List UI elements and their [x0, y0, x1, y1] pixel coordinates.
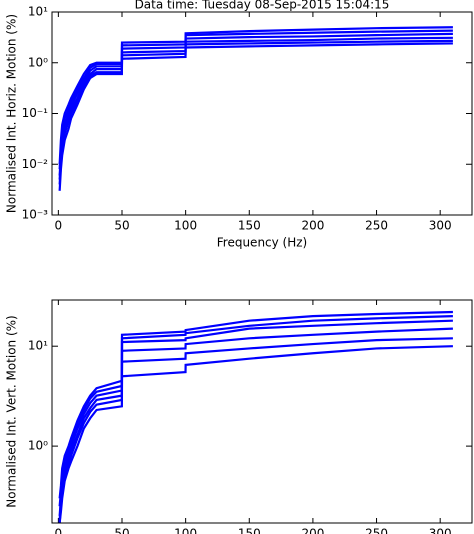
chart-title: Data time: Tuesday 08-Sep-2015 15:04:15	[135, 0, 390, 12]
y-tick-label: 10⁰	[28, 439, 48, 453]
series-line	[58, 319, 453, 517]
x-tick-label: 200	[301, 219, 324, 233]
y-axis-label: Normalised Int. Vert. Motion (%)	[5, 315, 19, 508]
plot-frame	[51, 11, 473, 216]
series-line	[58, 337, 453, 523]
x-tick-label: 150	[238, 219, 261, 233]
x-tick-label: 50	[114, 219, 129, 233]
y-tick-label: 10⁻²	[22, 157, 49, 171]
y-tick-label: 10⁰	[28, 55, 48, 69]
series-line	[58, 39, 453, 185]
y-tick-label: 10¹	[28, 5, 48, 19]
series-line	[58, 26, 453, 165]
series-line	[58, 42, 453, 191]
x-tick-label: 200	[301, 527, 324, 534]
x-tick-label: 100	[174, 219, 197, 233]
x-tick-label: 0	[55, 527, 63, 534]
plot-frame	[51, 299, 473, 524]
x-tick-label: 150	[238, 527, 261, 534]
series-line	[58, 315, 453, 507]
x-tick-label: 100	[174, 527, 197, 534]
x-tick-label: 0	[55, 219, 63, 233]
x-axis-label: Frequency (Hz)	[217, 236, 308, 250]
y-tick-label: 10⁻¹	[22, 106, 49, 120]
y-tick-label: 10¹	[28, 339, 48, 353]
x-tick-label: 300	[429, 219, 452, 233]
y-tick-label: 10⁻³	[22, 208, 49, 222]
series-line	[58, 36, 453, 180]
y-axis-label: Normalised Int. Horiz. Motion (%)	[5, 14, 19, 213]
series-line	[58, 345, 453, 523]
series-line	[58, 29, 453, 170]
x-tick-label: 300	[429, 527, 452, 534]
x-tick-label: 50	[114, 527, 129, 534]
x-tick-label: 250	[365, 219, 388, 233]
series-line	[58, 32, 453, 176]
series-line	[58, 310, 453, 499]
x-tick-label: 250	[365, 527, 388, 534]
